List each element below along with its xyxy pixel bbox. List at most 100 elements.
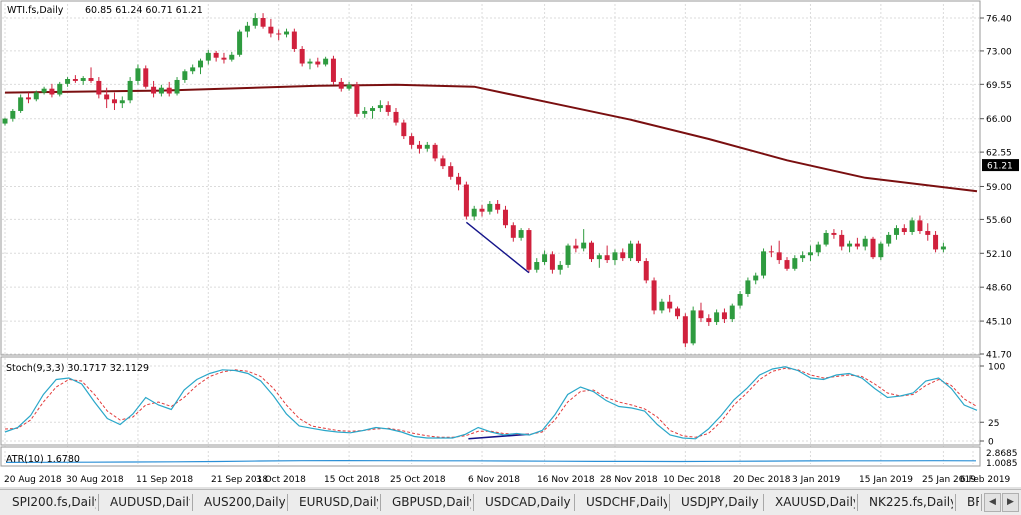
candle-body [612, 252, 618, 261]
stochastic-layer [4, 366, 978, 440]
candle-body [917, 220, 923, 232]
candle [698, 302, 704, 323]
candle-body [88, 78, 94, 81]
candle [510, 222, 516, 242]
candle-body [346, 84, 352, 89]
candle-body [870, 238, 876, 258]
candle-body [252, 18, 258, 26]
candle-body [143, 68, 149, 87]
chart-tab[interactable]: USDJPY,Daily [681, 495, 759, 509]
candle-body [565, 245, 571, 265]
candle-body [768, 251, 774, 253]
candle [205, 49, 211, 65]
scroll-left-button[interactable]: ◀ [984, 493, 1001, 512]
candle [596, 253, 602, 268]
candle [307, 58, 313, 70]
candle [909, 217, 915, 235]
tab-separator [763, 494, 764, 511]
pane-frames [0, 0, 1021, 489]
candle-body [198, 60, 203, 68]
candle-body [229, 54, 235, 60]
chart-tab[interactable]: GBPUSD,Daily [392, 495, 471, 509]
chart-tab[interactable]: USDCHF,Daily [586, 495, 667, 509]
candle [151, 80, 157, 98]
candle-body [549, 254, 555, 270]
candle-body [839, 234, 845, 247]
date-axis-label: 30 Aug 2018 [66, 475, 124, 485]
candle-body [479, 208, 485, 212]
candle [166, 81, 172, 97]
candle [878, 241, 884, 261]
candle-body [933, 234, 939, 250]
candle [190, 64, 196, 75]
candle [213, 50, 219, 62]
candle-body [456, 176, 462, 185]
chart-tab[interactable]: AUS200,Daily [204, 495, 285, 509]
candle [80, 76, 86, 85]
chart-tab[interactable]: USDCAD,Daily [485, 495, 571, 509]
candle-body [111, 99, 117, 104]
candle [229, 51, 235, 62]
chart-tab[interactable]: AUDUSD,Daily [110, 495, 190, 509]
candle [745, 277, 751, 297]
candle-body [643, 261, 649, 281]
date-axis-label: 15 Oct 2018 [324, 475, 380, 485]
candle [377, 100, 383, 112]
candle-body [518, 230, 524, 238]
candle-body [737, 293, 743, 306]
candle [659, 298, 665, 314]
candle [143, 65, 149, 89]
candle [127, 77, 133, 104]
candle-body [80, 78, 86, 81]
candle-body [190, 67, 196, 72]
stoch-axis-label: 100 [988, 363, 1005, 373]
candle-body [886, 234, 892, 244]
candle-body [925, 231, 931, 235]
candle [72, 75, 78, 83]
candle [565, 243, 571, 268]
candle [174, 77, 180, 96]
candle-body [182, 71, 188, 80]
scroll-right-button[interactable]: ▶ [1002, 493, 1019, 512]
chart-tab[interactable]: SPI200.fs,Daily [12, 495, 96, 509]
date-axis-label: 15 Jan 2019 [859, 475, 913, 485]
candle-body [573, 245, 579, 249]
chart-tab[interactable]: XAUUSD,Daily [775, 495, 855, 509]
chart-tab[interactable]: EURUSD,Daily [299, 495, 378, 509]
candle [354, 81, 360, 117]
candle [557, 261, 563, 275]
candle [917, 215, 923, 234]
candle-body [424, 144, 430, 149]
date-axis-label: 10 Dec 2018 [663, 475, 721, 485]
price-axis-label: 62.55 [986, 149, 1012, 159]
date-axis-label: 20 Aug 2018 [4, 475, 62, 485]
stoch-main-line [4, 366, 978, 440]
candle [96, 77, 102, 99]
candle [252, 13, 258, 29]
candle-body [800, 255, 806, 259]
candle-body [49, 88, 55, 95]
candle [690, 306, 696, 346]
candle-body [221, 57, 227, 60]
candle [768, 245, 774, 258]
candle [135, 64, 141, 85]
chart-tab[interactable]: NK225.fs,Daily [869, 495, 953, 509]
candle-body [682, 316, 688, 344]
stoch-axis-label: 25 [988, 419, 999, 429]
candle-body [463, 184, 469, 217]
candle [338, 78, 344, 92]
chart-tab[interactable]: BREI [967, 495, 979, 509]
candle [643, 258, 649, 284]
candle-body [792, 258, 798, 269]
candle [57, 81, 63, 97]
candle [49, 83, 55, 98]
candle-body [315, 61, 321, 65]
tab-separator [955, 494, 956, 511]
candle-body [158, 87, 164, 94]
candle-body [72, 79, 78, 81]
candle-body [487, 203, 493, 212]
candle [370, 106, 376, 119]
tab-separator [857, 494, 858, 511]
candle-body [596, 255, 602, 260]
